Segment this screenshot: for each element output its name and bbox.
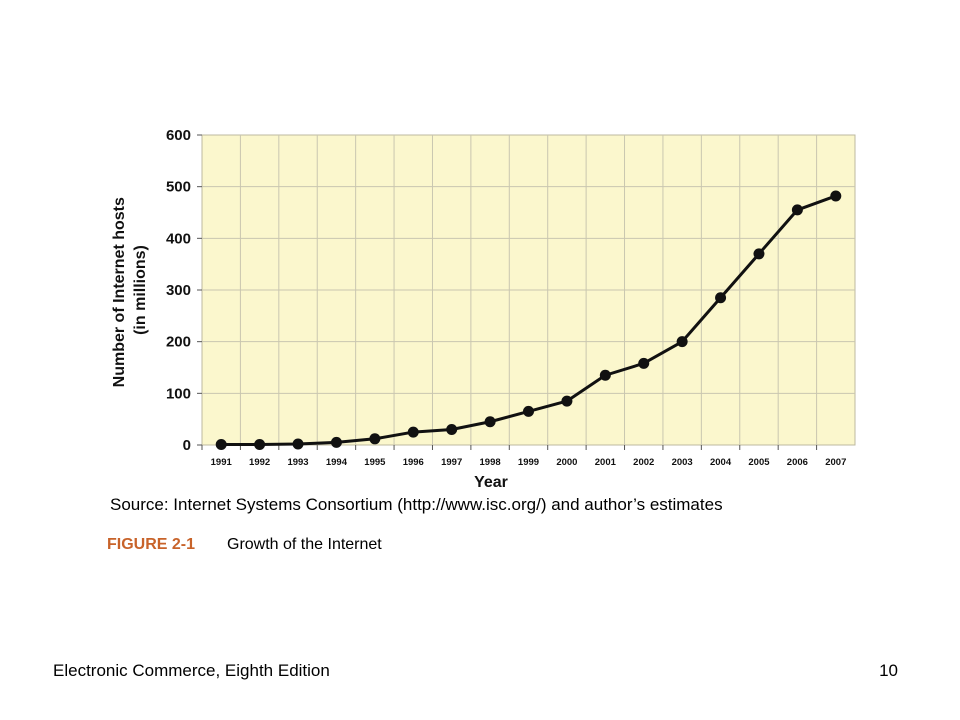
data-point-2005	[753, 248, 765, 260]
x-axis-title: Year	[474, 474, 508, 491]
data-point-1991	[215, 438, 227, 450]
data-point-2001	[599, 369, 611, 381]
grid-lines	[202, 135, 855, 445]
footer-page-number: 10	[879, 661, 898, 680]
x-tick-label: 2007	[825, 457, 846, 468]
x-tick-label: 1994	[326, 457, 348, 468]
data-point-2000	[561, 395, 573, 407]
data-point-1995	[369, 433, 381, 445]
data-point-2004	[715, 292, 727, 304]
data-point-1998	[484, 416, 496, 428]
x-tick-label: 1991	[211, 457, 233, 468]
y-tick-label: 100	[166, 385, 191, 402]
x-tick-label: 2000	[556, 457, 577, 468]
y-axis-title-line1: Number of Internet hosts	[111, 197, 128, 387]
x-tick-label: 1999	[518, 457, 539, 468]
y-tick-label: 300	[166, 282, 191, 299]
data-point-2007	[830, 190, 842, 202]
x-tick-label: 2003	[672, 457, 693, 468]
x-tick-label: 2002	[633, 457, 654, 468]
x-tick-label: 1997	[441, 457, 462, 468]
figure-title: Growth of the Internet	[227, 536, 382, 553]
x-tick-label: 2006	[787, 457, 808, 468]
x-tick-label: 1992	[249, 457, 270, 468]
hosts-series	[215, 190, 842, 450]
data-point-2003	[676, 336, 688, 348]
source-note: Source: Internet Systems Consortium (htt…	[110, 495, 723, 514]
data-point-1996	[407, 426, 419, 438]
footer-book-title: Electronic Commerce, Eighth Edition	[53, 661, 330, 680]
data-point-1994	[330, 436, 342, 448]
data-point-2002	[638, 357, 650, 369]
y-tick-label: 400	[166, 230, 191, 247]
x-tick-label: 2004	[710, 457, 732, 468]
y-tick-label: 200	[166, 334, 191, 351]
x-tick-label: 2001	[595, 457, 617, 468]
figure-number: FIGURE 2-1	[107, 536, 196, 553]
x-axis-ticks: 1991 1992 1993 1994 1995 1996 1997 1998 1999 2000…	[201, 445, 846, 468]
y-tick-label: 500	[166, 179, 191, 196]
data-point-2006	[791, 204, 803, 216]
y-tick-label: 0	[183, 437, 191, 454]
x-tick-label: 1998	[480, 457, 501, 468]
y-tick-label: 600	[166, 127, 191, 144]
x-tick-label: 1996	[403, 457, 424, 468]
y-axis-ticks: 0 100 200 300 400 500 600	[166, 127, 202, 454]
x-tick-label: 2005	[748, 457, 770, 468]
internet-hosts-chart: 0 100 200 300 400 500 600 1991 1992 1993 1994 1995…	[111, 127, 856, 491]
y-axis-title: Number of Internet hosts (in millions)	[111, 193, 149, 388]
data-point-1992	[254, 438, 266, 450]
figure-caption: FIGURE 2-1 Growth of the Internet	[107, 536, 382, 554]
data-point-1999	[523, 405, 534, 417]
y-axis-title-line2: (in millions)	[132, 245, 149, 335]
data-point-1997	[446, 424, 458, 435]
data-point-1993	[292, 438, 304, 450]
x-tick-label: 1995	[364, 457, 386, 468]
x-tick-label: 1993	[287, 457, 308, 468]
